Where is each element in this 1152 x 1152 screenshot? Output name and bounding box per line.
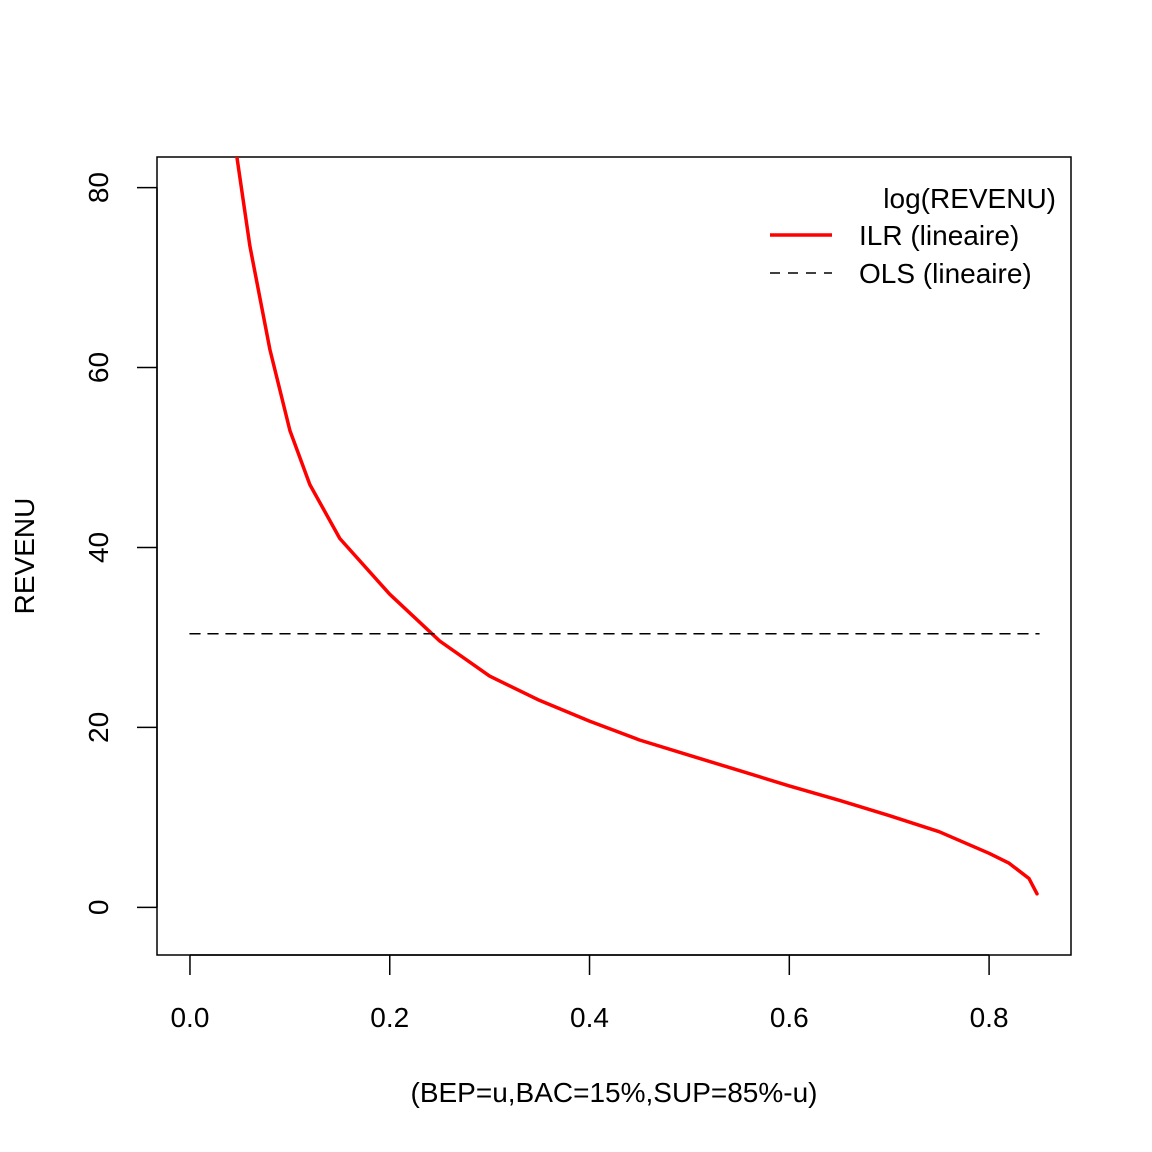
legend-ols-label: OLS (lineaire) [859, 258, 1032, 289]
x-tick-label: 0.2 [370, 1002, 409, 1033]
y-tick-label: 20 [83, 712, 114, 743]
x-tick-label: 0.6 [770, 1002, 809, 1033]
legend: log(REVENU) ILR (lineaire) OLS (lineaire… [770, 183, 1056, 289]
x-axis: 0.0 0.2 0.4 0.6 0.8 [170, 954, 1009, 1033]
x-tick-label: 0.0 [170, 1002, 209, 1033]
legend-title: log(REVENU) [883, 183, 1056, 214]
series-layer [189, 157, 1040, 896]
legend-ilr-label: ILR (lineaire) [859, 220, 1019, 251]
y-tick-label: 60 [83, 352, 114, 383]
y-axis: 0 20 40 60 80 [83, 172, 158, 916]
x-tick-label: 0.8 [970, 1002, 1009, 1033]
ilr-series-line [235, 157, 1039, 896]
x-axis-label: (BEP=u,BAC=15%,SUP=85%-u) [411, 1077, 818, 1108]
y-tick-label: 0 [83, 900, 114, 916]
y-tick-label: 40 [83, 532, 114, 563]
x-tick-label: 0.4 [570, 1002, 609, 1033]
y-axis-label: REVENU [9, 498, 40, 615]
y-tick-label: 80 [83, 172, 114, 203]
